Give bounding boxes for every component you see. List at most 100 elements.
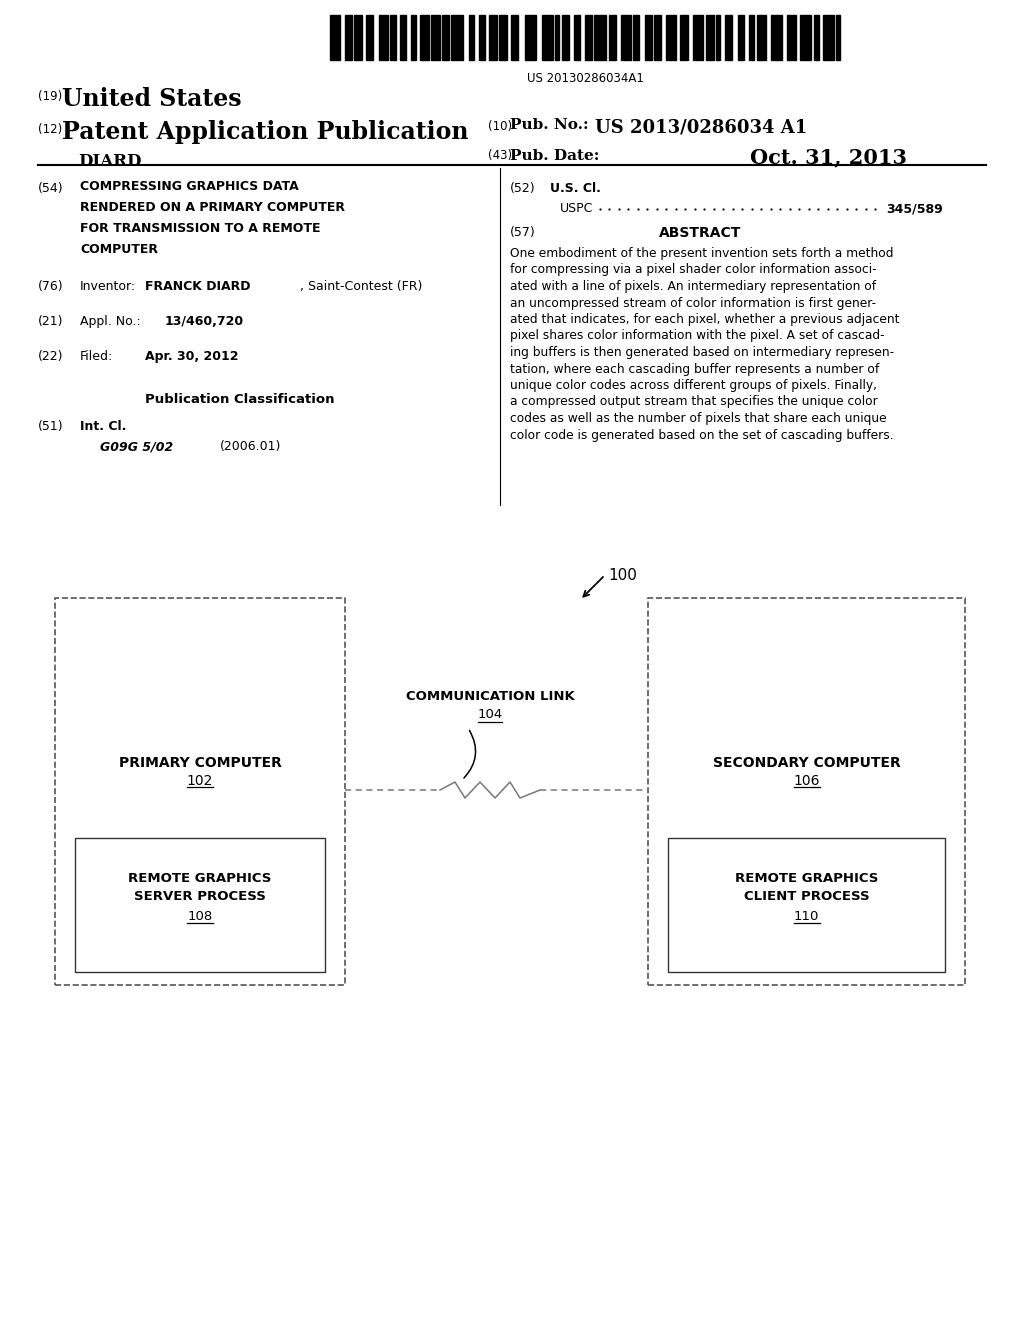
Text: Pub. Date:: Pub. Date:	[510, 149, 599, 162]
Bar	[349, 15, 351, 59]
Bar	[648, 598, 965, 985]
Bar	[776, 15, 781, 59]
Bar	[574, 15, 578, 59]
Bar	[547, 15, 553, 59]
Bar	[469, 15, 472, 59]
Bar	[330, 15, 334, 59]
Text: (22): (22)	[38, 350, 63, 363]
Text: Pub. No.:: Pub. No.:	[510, 117, 589, 132]
Bar	[621, 15, 626, 59]
Text: 100: 100	[608, 568, 637, 583]
Bar	[637, 15, 639, 59]
Bar	[587, 15, 593, 59]
Bar	[626, 15, 632, 59]
Text: 108: 108	[187, 909, 213, 923]
Bar	[814, 15, 816, 59]
Text: color code is generated based on the set of cascading buffers.: color code is generated based on the set…	[510, 429, 894, 441]
Bar	[771, 15, 776, 59]
Bar	[431, 15, 435, 59]
Bar	[488, 15, 490, 59]
Text: (19): (19)	[38, 90, 62, 103]
Text: 345/589: 345/589	[886, 202, 943, 215]
Bar	[725, 15, 728, 59]
Bar	[542, 15, 547, 59]
Text: COMPUTER: COMPUTER	[80, 243, 158, 256]
Bar	[55, 598, 345, 985]
Bar	[446, 15, 449, 59]
Text: (51): (51)	[38, 420, 63, 433]
Text: Apr. 30, 2012: Apr. 30, 2012	[145, 350, 239, 363]
Bar	[608, 15, 610, 59]
Text: 102: 102	[186, 774, 213, 788]
Bar	[683, 15, 687, 59]
Text: ated that indicates, for each pixel, whether a previous adjacent: ated that indicates, for each pixel, whe…	[510, 313, 899, 326]
Bar	[728, 15, 732, 59]
Bar	[805, 15, 811, 59]
Bar	[671, 15, 677, 59]
Bar	[442, 15, 446, 59]
Bar	[585, 15, 587, 59]
Bar	[390, 15, 392, 59]
Bar	[490, 15, 497, 59]
Bar	[711, 15, 715, 59]
Bar	[645, 15, 649, 59]
Text: an uncompressed stream of color information is first gener-: an uncompressed stream of color informat…	[510, 297, 877, 309]
Bar	[654, 15, 657, 59]
Bar	[379, 15, 385, 59]
Bar	[657, 15, 660, 59]
Bar	[697, 15, 702, 59]
Text: (2006.01): (2006.01)	[220, 440, 282, 453]
Text: US 2013/0286034 A1: US 2013/0286034 A1	[595, 117, 807, 136]
Bar	[738, 15, 740, 59]
Bar	[601, 15, 606, 59]
Bar	[836, 15, 840, 59]
Bar	[479, 15, 482, 59]
Bar	[372, 15, 373, 59]
Bar	[760, 15, 766, 59]
Bar	[555, 15, 557, 59]
Bar	[451, 15, 457, 59]
Bar	[790, 15, 796, 59]
Bar	[472, 15, 474, 59]
Bar	[562, 15, 565, 59]
Text: REMOTE GRAPHICS: REMOTE GRAPHICS	[735, 873, 879, 884]
Text: Patent Application Publication: Patent Application Publication	[62, 120, 469, 144]
Bar	[403, 15, 407, 59]
Text: Int. Cl.: Int. Cl.	[80, 420, 126, 433]
Text: , Saint-Contest (FR): , Saint-Contest (FR)	[300, 280, 422, 293]
Bar	[345, 15, 349, 59]
Bar	[668, 838, 945, 972]
Bar	[392, 15, 395, 59]
Text: RENDERED ON A PRIMARY COMPUTER: RENDERED ON A PRIMARY COMPUTER	[80, 201, 345, 214]
Bar	[680, 15, 683, 59]
Bar	[649, 15, 652, 59]
Text: G09G 5/02: G09G 5/02	[100, 440, 173, 453]
Bar	[740, 15, 744, 59]
Bar	[420, 15, 424, 59]
Text: Filed:: Filed:	[80, 350, 114, 363]
Text: (10): (10)	[488, 120, 512, 133]
Bar	[516, 15, 518, 59]
Text: Publication Classification: Publication Classification	[145, 393, 335, 407]
Bar	[816, 15, 819, 59]
Bar	[753, 15, 754, 59]
Bar	[718, 15, 720, 59]
Bar	[482, 15, 484, 59]
Bar	[356, 15, 361, 59]
Text: (57): (57)	[510, 226, 536, 239]
Bar	[707, 15, 711, 59]
Bar	[578, 15, 581, 59]
Text: COMMUNICATION LINK: COMMUNICATION LINK	[406, 690, 574, 704]
Bar	[424, 15, 429, 59]
Text: 13/460,720: 13/460,720	[165, 315, 244, 327]
Bar	[828, 15, 835, 59]
Bar	[500, 15, 504, 59]
Text: SECONDARY COMPUTER: SECONDARY COMPUTER	[713, 756, 900, 770]
Text: CLIENT PROCESS: CLIENT PROCESS	[743, 890, 869, 903]
Bar	[800, 15, 805, 59]
Text: unique color codes across different groups of pixels. Finally,: unique color codes across different grou…	[510, 379, 877, 392]
Text: (76): (76)	[38, 280, 63, 293]
Text: ated with a line of pixels. An intermediary representation of: ated with a line of pixels. An intermedi…	[510, 280, 877, 293]
Text: Appl. No.:: Appl. No.:	[80, 315, 140, 327]
Bar	[504, 15, 507, 59]
